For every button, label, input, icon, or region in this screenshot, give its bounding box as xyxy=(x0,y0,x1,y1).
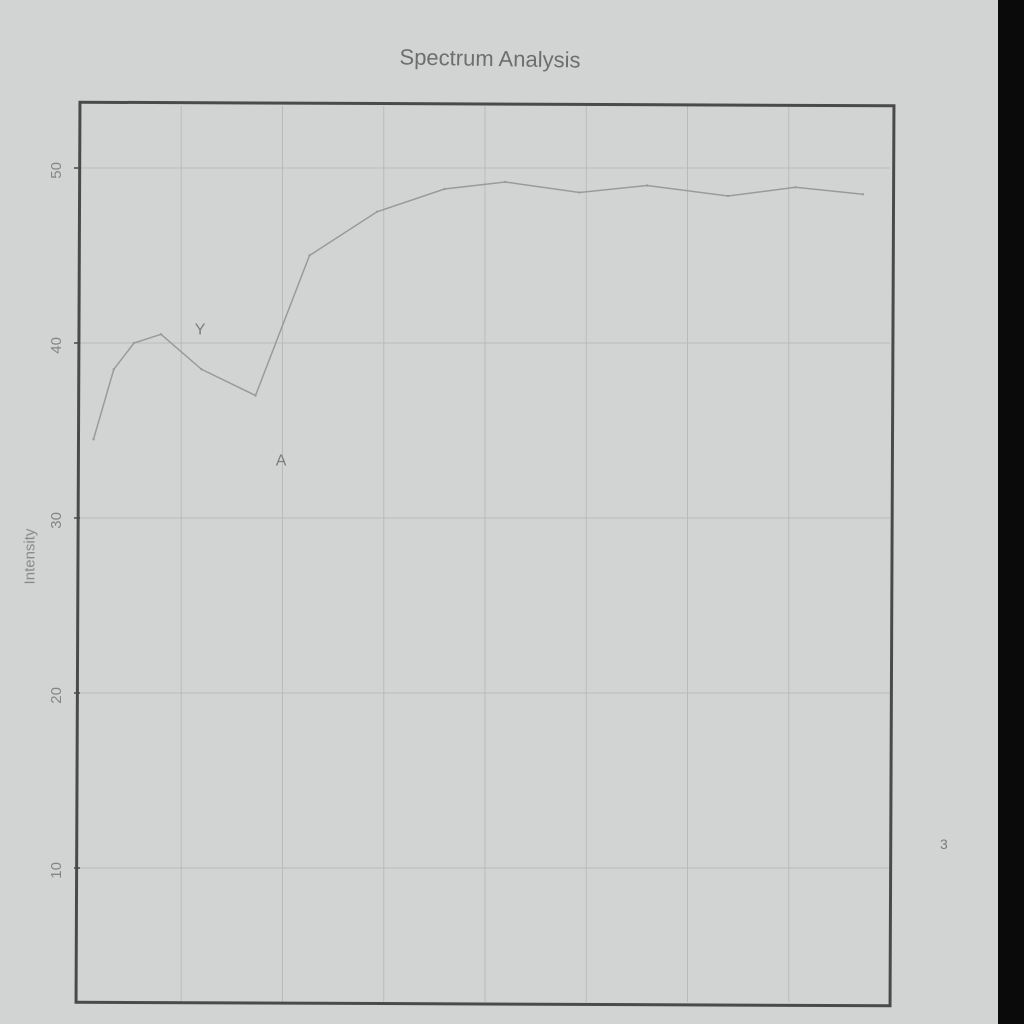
y-tick-label: 30 xyxy=(48,512,65,529)
data-point xyxy=(504,180,507,184)
page-number: 3 xyxy=(940,836,948,852)
data-point xyxy=(132,341,136,345)
y-tick-layer: 10 20 30 40 50 xyxy=(48,162,80,879)
data-point xyxy=(861,193,865,196)
right-border xyxy=(998,0,1024,1024)
y-tick-label: 50 xyxy=(48,162,65,179)
data-point xyxy=(308,254,311,257)
grid-layer xyxy=(80,106,890,1002)
annotation-label: A xyxy=(276,453,287,470)
data-point xyxy=(645,184,649,187)
data-point xyxy=(794,186,797,189)
data-point xyxy=(92,438,95,441)
annotation-label: Y xyxy=(195,321,206,338)
data-point xyxy=(200,368,203,371)
y-tick-label: 20 xyxy=(48,687,65,704)
data-point xyxy=(112,368,116,371)
plot-frame xyxy=(74,100,896,1008)
series-layer xyxy=(92,180,865,441)
y-tick-label: 10 xyxy=(48,862,65,879)
data-point xyxy=(254,394,257,397)
data-point xyxy=(726,194,730,198)
data-point xyxy=(159,333,163,336)
data-point xyxy=(443,187,446,191)
series-line-0 xyxy=(92,181,864,440)
y-tick-label: 40 xyxy=(48,337,65,354)
data-point xyxy=(375,210,379,213)
annotation-layer: YA xyxy=(195,321,287,469)
data-point xyxy=(578,191,581,194)
